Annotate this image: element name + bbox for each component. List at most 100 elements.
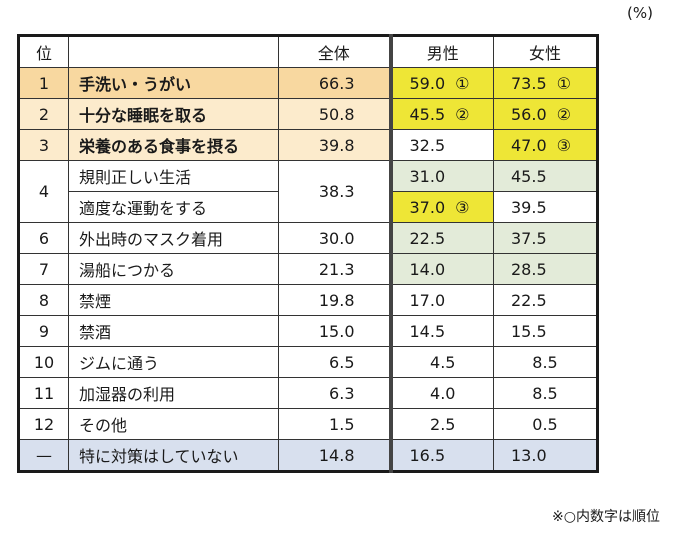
table-row: 適度な運動をする 37.0 ③ 39.5 bbox=[19, 191, 598, 223]
female-rank-badge: ① bbox=[556, 73, 571, 93]
label-cell: 特に対策はしていない bbox=[68, 439, 279, 472]
footnote: ※○内数字は順位 bbox=[552, 509, 660, 525]
male-rank-badge: ③ bbox=[455, 197, 470, 217]
header-label bbox=[68, 35, 279, 68]
table-row-no-measure: — 特に対策はしていない 14.8 16.5 13.0 bbox=[18, 439, 598, 472]
female-cell: 45.5 bbox=[493, 160, 598, 192]
female-cell: 47.0 ③ bbox=[493, 129, 598, 161]
label-cell: 湯船につかる bbox=[68, 253, 279, 285]
male-rank-badge: ① bbox=[455, 73, 470, 93]
header-row: 位 全体 男性 女性 bbox=[18, 35, 598, 68]
total-cell: 38.3 bbox=[278, 160, 391, 223]
table-row: 3 栄養のある食事を摂る 39.8 32.5 47.0 ③ bbox=[18, 129, 598, 161]
label-cell: 十分な睡眠を取る bbox=[68, 98, 279, 130]
header-male: 男性 bbox=[388, 35, 494, 68]
table-row: 10 ジムに通う 6.5 4.5 8.5 bbox=[18, 346, 598, 378]
rank-cell: 4 bbox=[18, 160, 69, 223]
male-value: 45.5 bbox=[409, 104, 446, 124]
male-value: 31.0 bbox=[409, 166, 446, 186]
female-value: 47.0 bbox=[511, 135, 547, 155]
table-row: 2 十分な睡眠を取る 50.8 45.5 ② 56.0 ② bbox=[18, 98, 598, 130]
female-value: 15.5 bbox=[511, 321, 547, 341]
female-cell: 15.5 bbox=[493, 315, 598, 347]
header-rank: 位 bbox=[18, 35, 69, 68]
total-cell: 30.0 bbox=[278, 222, 391, 254]
label-cell: 禁酒 bbox=[68, 315, 279, 347]
male-value: 37.0 bbox=[409, 197, 446, 217]
female-rank-badge: ③ bbox=[556, 135, 571, 155]
rank-cell: 6 bbox=[18, 222, 69, 254]
rank-cell: 3 bbox=[18, 129, 69, 161]
table-row: 1 手洗い・うがい 66.3 59.0 ① 73.5 ① bbox=[18, 67, 598, 99]
label-cell: 手洗い・うがい bbox=[68, 67, 279, 99]
male-value: 59.0 bbox=[409, 73, 446, 93]
female-value: 39.5 bbox=[511, 197, 547, 217]
total-cell: 19.8 bbox=[278, 284, 391, 316]
male-cell: 14.0 bbox=[388, 253, 494, 285]
female-cell: 37.5 bbox=[493, 222, 598, 254]
total-cell: 14.8 bbox=[278, 439, 391, 472]
rank-cell: 2 bbox=[18, 98, 69, 130]
female-value: 56.0 bbox=[511, 104, 547, 124]
rank-cell: 8 bbox=[18, 284, 69, 316]
female-rank-badge: ② bbox=[556, 104, 571, 124]
female-cell: 28.5 bbox=[493, 253, 598, 285]
label-cell: 規則正しい生活 bbox=[68, 160, 279, 192]
total-cell: 21.3 bbox=[278, 253, 391, 285]
male-cell: 32.5 bbox=[388, 129, 494, 161]
unit-label: (%) bbox=[627, 4, 653, 22]
male-cell: 59.0 ① bbox=[388, 67, 494, 99]
male-cell: 45.5 ② bbox=[388, 98, 494, 130]
male-value: 32.5 bbox=[409, 135, 446, 155]
rank-cell: 7 bbox=[18, 253, 69, 285]
male-cell: 17.0 bbox=[388, 284, 494, 316]
total-cell: 1.5 bbox=[278, 408, 391, 440]
female-cell: 22.5 bbox=[493, 284, 598, 316]
female-cell: 73.5 ① bbox=[493, 67, 598, 99]
male-cell: 2.5 bbox=[388, 408, 494, 440]
male-value: 14.0 bbox=[409, 259, 446, 279]
header-female: 女性 bbox=[493, 35, 598, 68]
male-cell: 16.5 bbox=[388, 439, 494, 472]
label-cell: 栄養のある食事を摂る bbox=[68, 129, 279, 161]
female-value: 37.5 bbox=[511, 228, 547, 248]
rank-cell: — bbox=[18, 439, 69, 472]
rank-cell: 1 bbox=[18, 67, 69, 99]
label-cell: 外出時のマスク着用 bbox=[68, 222, 279, 254]
header-total: 全体 bbox=[278, 35, 391, 68]
table-row: 6 外出時のマスク着用 30.0 22.5 37.5 bbox=[18, 222, 598, 254]
label-cell: 加湿器の利用 bbox=[68, 377, 279, 409]
female-value: 22.5 bbox=[511, 290, 547, 310]
total-cell: 50.8 bbox=[278, 98, 391, 130]
total-cell: 6.5 bbox=[278, 346, 391, 378]
female-value: 45.5 bbox=[511, 166, 547, 186]
female-cell: 13.0 bbox=[493, 439, 598, 472]
total-cell: 66.3 bbox=[278, 67, 391, 99]
male-cell: 14.5 bbox=[388, 315, 494, 347]
male-value: 17.0 bbox=[409, 290, 446, 310]
label-cell: 禁煙 bbox=[68, 284, 279, 316]
female-cell: 8.5 bbox=[493, 346, 598, 378]
male-rank-badge: ② bbox=[455, 104, 470, 124]
table-row: 8 禁煙 19.8 17.0 22.5 bbox=[18, 284, 598, 316]
male-cell: 37.0 ③ bbox=[388, 191, 494, 223]
male-cell: 31.0 bbox=[388, 160, 494, 192]
label-cell: 適度な運動をする bbox=[68, 191, 279, 223]
male-cell: 22.5 bbox=[388, 222, 494, 254]
female-cell: 39.5 bbox=[493, 191, 598, 223]
rank-cell: 12 bbox=[18, 408, 69, 440]
rank-cell: 10 bbox=[18, 346, 69, 378]
female-cell: 56.0 ② bbox=[493, 98, 598, 130]
ranking-table: 位 全体 男性 女性 1 手洗い・うがい 66.3 59.0 ① 73.5 ① 2 … bbox=[17, 34, 599, 473]
rank-cell: 11 bbox=[18, 377, 69, 409]
label-cell: ジムに通う bbox=[68, 346, 279, 378]
table-row: 4 規則正しい生活 38.3 31.0 45.5 bbox=[18, 160, 598, 223]
table-row: 9 禁酒 15.0 14.5 15.5 bbox=[18, 315, 598, 347]
male-value: 14.5 bbox=[409, 321, 446, 341]
female-cell: 0.5 bbox=[493, 408, 598, 440]
male-value: 22.5 bbox=[409, 228, 446, 248]
table-row: 12 その他 1.5 2.5 0.5 bbox=[18, 408, 598, 440]
label-cell: その他 bbox=[68, 408, 279, 440]
total-cell: 15.0 bbox=[278, 315, 391, 347]
male-cell: 4.5 bbox=[388, 346, 494, 378]
